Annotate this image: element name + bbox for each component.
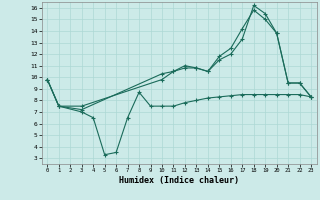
X-axis label: Humidex (Indice chaleur): Humidex (Indice chaleur) bbox=[119, 176, 239, 185]
